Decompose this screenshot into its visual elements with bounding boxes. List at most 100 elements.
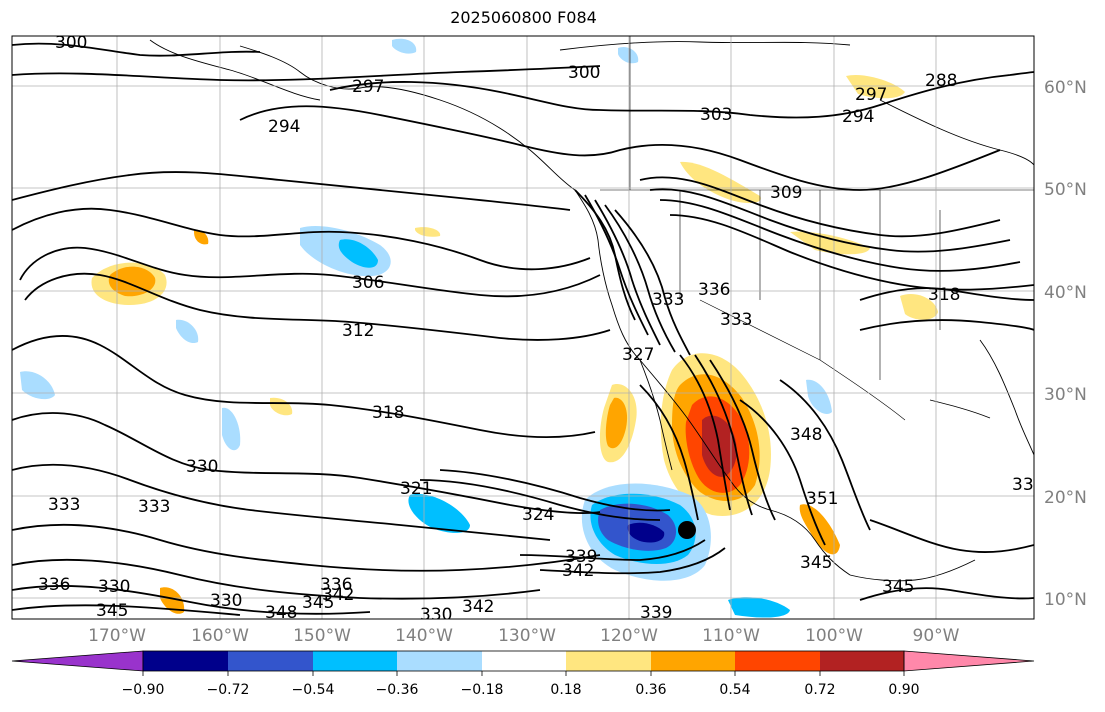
contour-label: 333 <box>720 310 752 330</box>
shade-patch <box>270 397 293 416</box>
contour-label: 330 <box>210 591 242 611</box>
shade-patch <box>790 231 870 255</box>
contour-label: 327 <box>622 345 654 365</box>
contour-label: 351 <box>806 489 838 509</box>
colorbar-bin <box>566 651 651 671</box>
contour-label: 336 <box>698 280 730 300</box>
contour-label: 333 <box>652 290 684 310</box>
contour-label: 333 <box>138 497 170 517</box>
colorbar-tick-label: 0.36 <box>635 682 667 698</box>
contour-label: 312 <box>342 321 374 341</box>
lon-label: 90°W <box>912 626 960 646</box>
contour-label: 324 <box>522 505 554 525</box>
colorbar-tick-label: 0.72 <box>804 682 836 698</box>
shade-patch <box>728 597 790 618</box>
contour-label: 300 <box>568 63 600 83</box>
colorbar-border <box>142 650 905 672</box>
colorbar-tick-label: 0.90 <box>888 682 920 698</box>
contour-label: 342 <box>562 561 594 581</box>
colorbar-tick-label: −0.90 <box>121 682 165 698</box>
contour-label: 342 <box>322 585 354 605</box>
shade-patch <box>338 239 378 268</box>
colorbar-low-extend <box>11 650 144 672</box>
shade-patch <box>160 587 185 614</box>
colorbar-bin <box>397 651 482 671</box>
coastlines <box>149 39 1034 582</box>
map-border <box>11 35 1035 620</box>
contour-label: 300 <box>55 33 87 53</box>
contour-label: 321 <box>400 479 432 499</box>
colorbar-tick-label: 0.54 <box>719 682 751 698</box>
contour-label: 303 <box>700 105 732 125</box>
shade-patch <box>415 227 441 237</box>
colorbar-bin <box>313 651 397 671</box>
contour-label: 345 <box>302 593 334 613</box>
colorbar-bin <box>482 651 566 671</box>
contour-label: 330 <box>98 577 130 597</box>
contour-label: 336 <box>320 575 352 595</box>
shade-patch <box>222 407 241 451</box>
shade-patch <box>618 46 639 64</box>
contour-label: 306 <box>352 273 384 293</box>
contour-label: 336 <box>38 575 70 595</box>
lat-label: 30°N <box>1044 385 1087 405</box>
contour-label: 345 <box>882 577 914 597</box>
colorbar-tick-label: 0.18 <box>550 682 582 698</box>
contour-label: 339 <box>565 547 597 567</box>
lon-label: 130°W <box>498 626 556 646</box>
colorbar <box>11 650 1035 676</box>
colorbar-bin <box>820 651 904 671</box>
contour-label: 309 <box>770 183 802 203</box>
shade-patch <box>900 293 938 320</box>
shade-patch <box>799 504 840 555</box>
colorbar-bin <box>228 651 313 671</box>
contour-label: 294 <box>268 117 300 137</box>
contour-label: 333 <box>48 495 80 515</box>
map-frame <box>12 36 1034 619</box>
colorbar-tick-label: −0.18 <box>460 682 504 698</box>
colorbar-bin <box>735 651 820 671</box>
graticule <box>12 36 1034 619</box>
shade-positive-strip-core <box>605 397 628 449</box>
lon-label: 140°W <box>395 626 453 646</box>
lat-label: 40°N <box>1044 283 1087 303</box>
colorbar-tick-label: −0.54 <box>291 682 335 698</box>
shade-patch <box>176 319 199 344</box>
contour-label: 297 <box>352 77 384 97</box>
lon-label: 110°W <box>702 626 760 646</box>
contour-label: 294 <box>842 107 874 127</box>
contour-label-group: 300 297 294 300 303 288 297 294 309 306 … <box>38 33 1044 625</box>
shade-patch <box>194 229 209 245</box>
contour-label: 348 <box>790 425 822 445</box>
contour-label: 345 <box>800 553 832 573</box>
colorbar-bin <box>143 651 228 671</box>
shade-negative-darkcore <box>627 522 665 543</box>
lon-label: 170°W <box>88 626 146 646</box>
contour-label: 318 <box>372 403 404 423</box>
shade-patch <box>680 161 761 204</box>
contour-label: 345 <box>96 601 128 621</box>
lon-label: 160°W <box>191 626 249 646</box>
shade-patch <box>806 379 832 415</box>
lat-label: 10°N <box>1044 590 1087 610</box>
colorbar-high-extend <box>903 650 1035 672</box>
contour-label: 336 <box>1012 475 1044 495</box>
contour-label: 348 <box>265 603 297 623</box>
lat-label: 20°N <box>1044 488 1087 508</box>
map-title: 2025060800 F084 <box>450 8 597 27</box>
colorbar-tick-label: −0.72 <box>206 682 250 698</box>
shade-patch <box>20 371 55 400</box>
lon-label: 120°W <box>600 626 658 646</box>
contour-label: 288 <box>925 71 957 91</box>
contour-lines <box>12 42 1034 616</box>
lat-label: 60°N <box>1044 78 1087 98</box>
contour-label: 330 <box>420 605 452 625</box>
contour-label: 297 <box>855 85 887 105</box>
contour-label: 339 <box>640 603 672 623</box>
lon-label: 150°W <box>293 626 351 646</box>
contour-label: 342 <box>462 597 494 617</box>
location-marker <box>678 521 696 539</box>
lat-label: 50°N <box>1044 180 1087 200</box>
colorbar-bin <box>651 651 735 671</box>
